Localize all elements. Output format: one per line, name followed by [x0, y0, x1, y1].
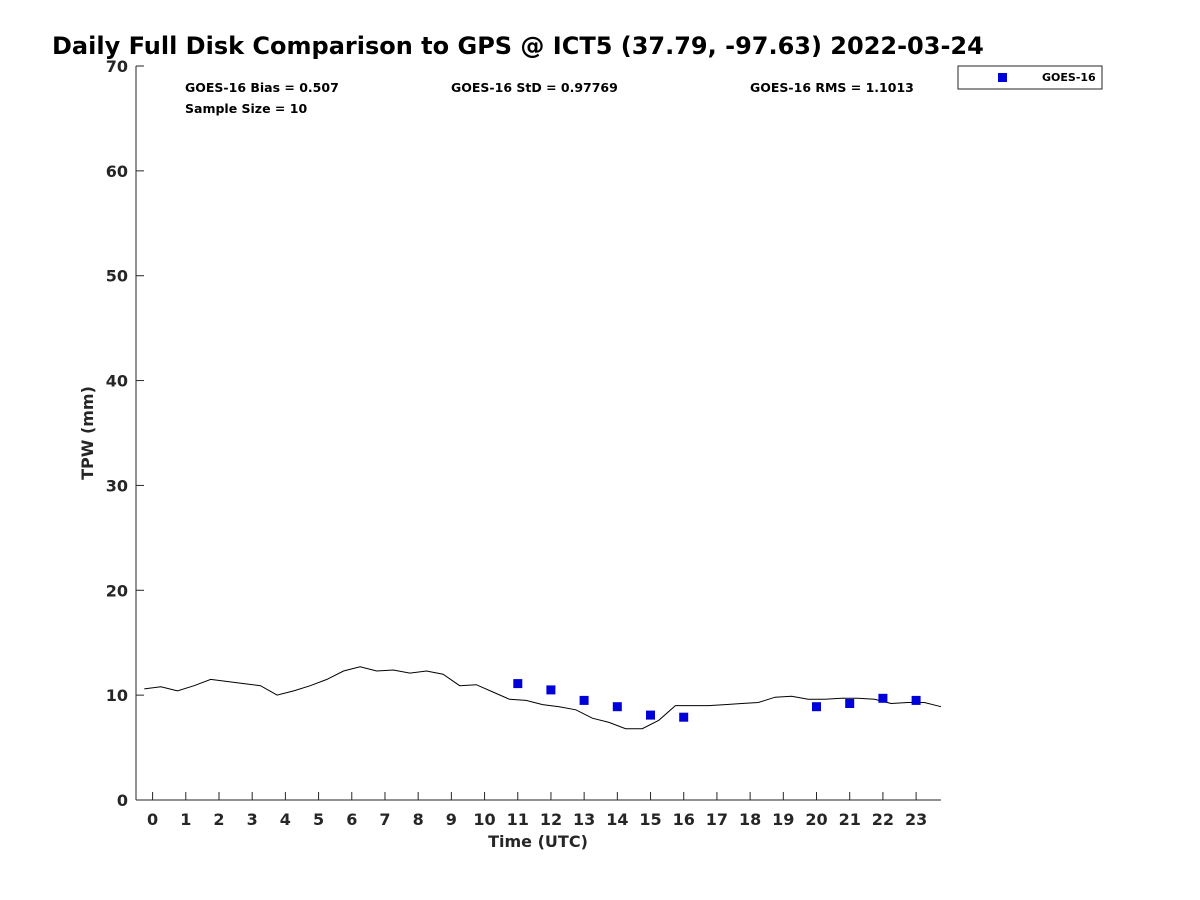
x-tick-label: 17 — [706, 810, 728, 829]
stat-sample-size: Sample Size = 10 — [185, 101, 307, 116]
x-tick-label: 5 — [313, 810, 324, 829]
goes16-point — [845, 699, 855, 708]
y-tick-label: 30 — [106, 476, 128, 495]
x-tick-label: 4 — [280, 810, 291, 829]
goes16-point — [911, 695, 921, 705]
chart-title: Daily Full Disk Comparison to GPS @ ICT5… — [52, 32, 984, 60]
x-tick-label: 8 — [413, 810, 424, 829]
gps-tpw-line — [144, 666, 942, 730]
x-tick-label: 1 — [180, 810, 191, 829]
y-axis-label: TPW (mm) — [78, 386, 97, 480]
y-tick-label: 20 — [106, 581, 128, 600]
legend-box — [957, 65, 1103, 90]
x-tick-label: 12 — [540, 810, 562, 829]
x-tick-label: 22 — [872, 810, 894, 829]
goes16-point — [546, 685, 556, 695]
x-tick-label: 2 — [213, 810, 224, 829]
stat-std: GOES-16 StD = 0.97769 — [451, 80, 618, 95]
y-tick-label: 40 — [106, 372, 128, 391]
x-tick-label: 0 — [147, 810, 158, 829]
axes — [135, 66, 941, 801]
y-ticks: 0 10 20 30 40 50 60 70 — [106, 57, 144, 810]
x-tick-label: 13 — [573, 810, 595, 829]
legend-label-goes16: GOES-16 — [1042, 71, 1096, 84]
stat-rms: GOES-16 RMS = 1.1013 — [750, 80, 914, 95]
legend-marker-goes16 — [998, 73, 1007, 82]
x-tick-label: 6 — [346, 810, 357, 829]
goes16-point — [812, 702, 821, 712]
x-tick-label: 16 — [673, 810, 695, 829]
x-axis-label: Time (UTC) — [488, 832, 588, 851]
x-tick-label: 15 — [639, 810, 661, 829]
x-tick-label: 20 — [805, 810, 827, 829]
goes16-point — [679, 712, 689, 722]
x-tick-label: 14 — [606, 810, 628, 829]
y-tick-label: 0 — [117, 791, 128, 810]
goes16-point — [612, 702, 622, 712]
x-tick-label: 9 — [446, 810, 457, 829]
goes16-point — [646, 710, 655, 720]
x-tick-label: 21 — [839, 810, 861, 829]
goes16-point — [513, 679, 523, 689]
x-tick-label: 3 — [247, 810, 258, 829]
x-tick-label: 10 — [473, 810, 495, 829]
goes16-point — [579, 695, 589, 705]
x-tick-label: 11 — [507, 810, 529, 829]
goes16-point — [878, 693, 888, 703]
x-tick-label: 19 — [772, 810, 794, 829]
legend: GOES-16 — [957, 65, 1103, 90]
x-tick-label: 18 — [739, 810, 761, 829]
y-tick-label: 60 — [106, 162, 128, 181]
goes16-scatter-series — [513, 679, 921, 722]
x-tick-label: 23 — [905, 810, 927, 829]
y-tick-label: 10 — [106, 686, 128, 705]
stat-bias: GOES-16 Bias = 0.507 — [185, 80, 339, 95]
gps-line-series — [144, 666, 942, 730]
y-tick-label: 70 — [106, 57, 128, 76]
y-tick-label: 50 — [106, 267, 128, 286]
x-ticks: 0 1 2 3 4 5 6 7 8 9 10 11 12 13 14 15 16 17 18 19 20 21 22 23 — [147, 792, 927, 829]
x-tick-label: 7 — [379, 810, 390, 829]
